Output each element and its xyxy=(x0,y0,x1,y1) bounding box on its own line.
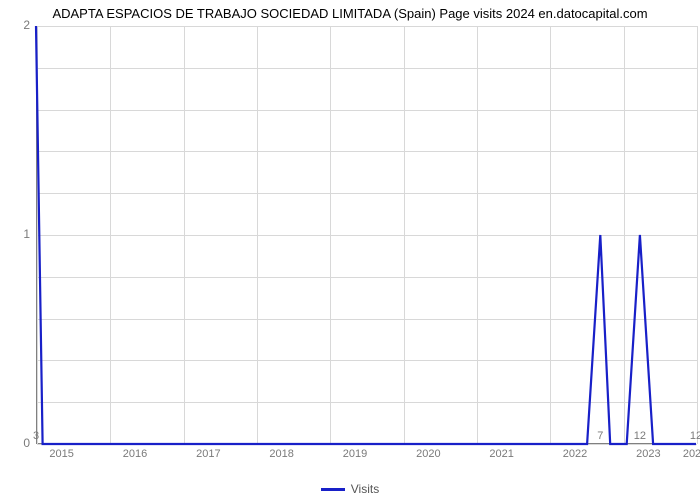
secondary-x-label: 12 xyxy=(634,430,646,442)
secondary-x-label: 7 xyxy=(597,430,603,442)
legend: Visits xyxy=(0,478,700,497)
xtick-label: 2019 xyxy=(343,448,367,460)
xtick-label: 2023 xyxy=(636,448,660,460)
legend-label: Visits xyxy=(351,482,379,496)
xtick-label: 2018 xyxy=(269,448,293,460)
gridline-v xyxy=(697,26,698,444)
chart-title: ADAPTA ESPACIOS DE TRABAJO SOCIEDAD LIMI… xyxy=(0,6,700,21)
secondary-x-label: 3 xyxy=(33,430,39,442)
legend-item-visits: Visits xyxy=(321,482,379,496)
secondary-x-label: 12 xyxy=(690,430,700,442)
ytick-label: 1 xyxy=(6,227,30,241)
xtick-label: 2017 xyxy=(196,448,220,460)
xtick-label: 2020 xyxy=(416,448,440,460)
line-series xyxy=(36,26,696,444)
legend-swatch xyxy=(321,488,345,491)
ytick-label: 2 xyxy=(6,18,30,32)
xtick-label: 2021 xyxy=(489,448,513,460)
visits-chart: ADAPTA ESPACIOS DE TRABAJO SOCIEDAD LIMI… xyxy=(0,0,700,500)
xtick-label: 2022 xyxy=(563,448,587,460)
ytick-label: 0 xyxy=(6,436,30,450)
xtick-label: 202 xyxy=(683,448,700,460)
xtick-label: 2015 xyxy=(49,448,73,460)
visits-line xyxy=(36,26,696,444)
xtick-label: 2016 xyxy=(123,448,147,460)
